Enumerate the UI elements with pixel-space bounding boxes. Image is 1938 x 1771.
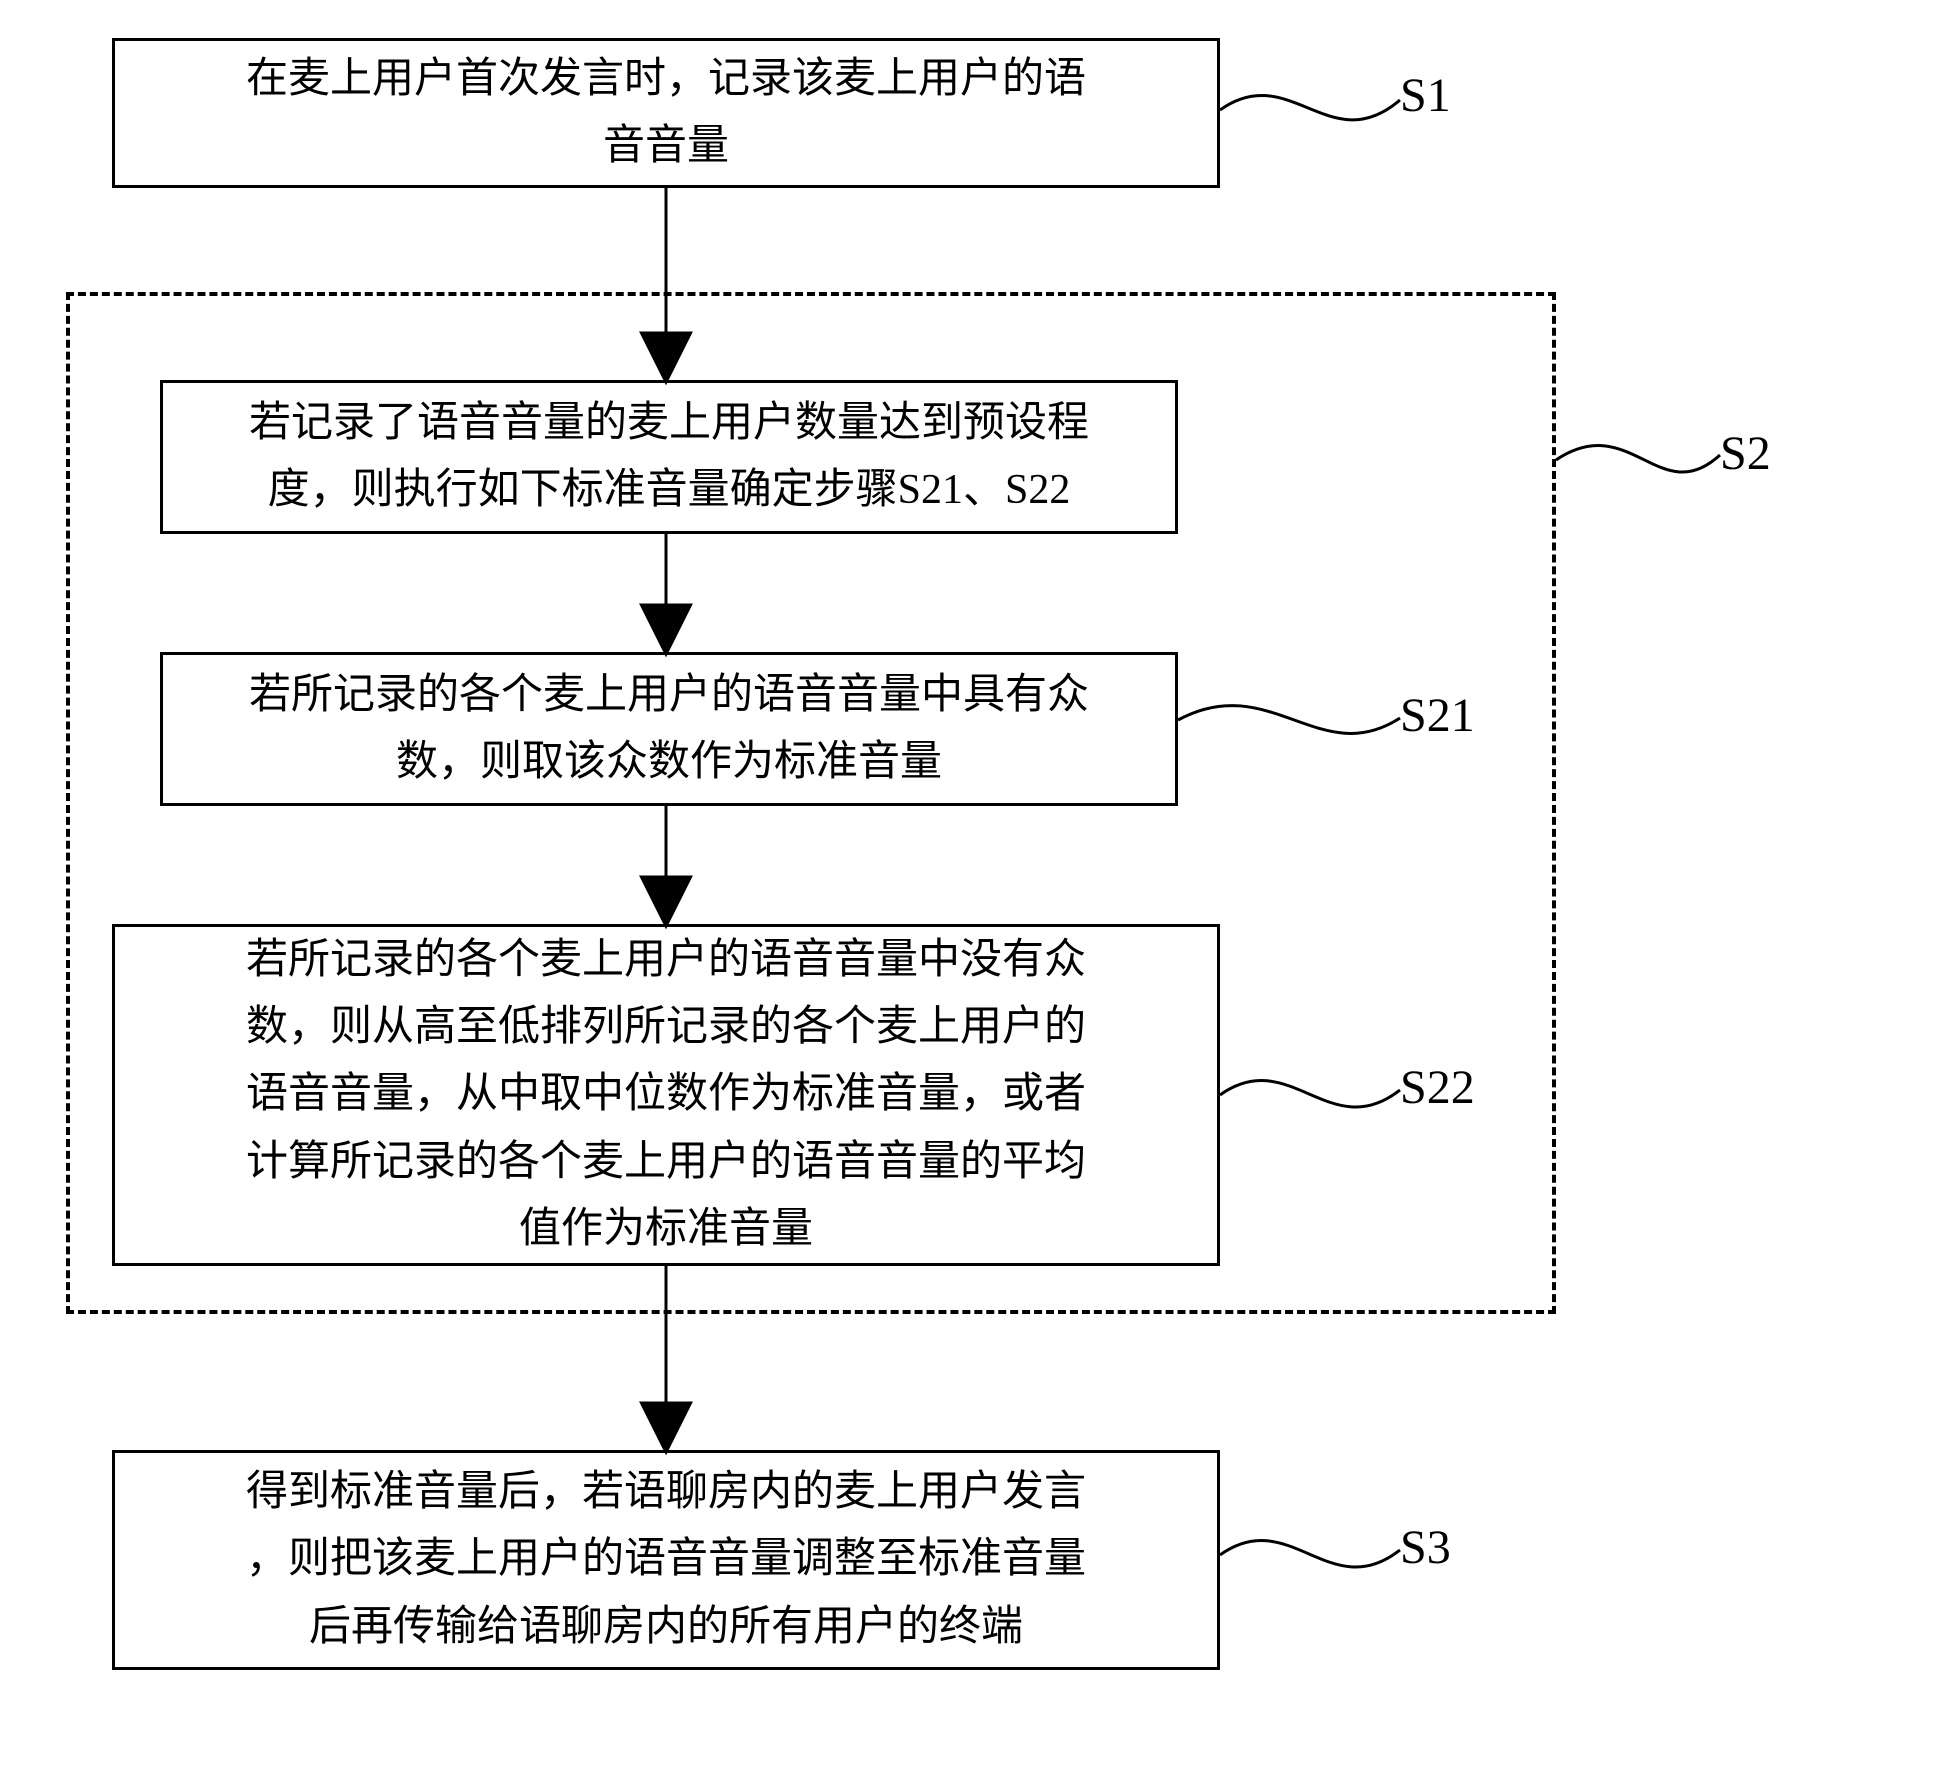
label-connector-2 bbox=[1178, 706, 1400, 734]
label-connector-0 bbox=[1220, 95, 1400, 119]
arrows-layer bbox=[0, 0, 1938, 1771]
flowchart-canvas: 在麦上用户首次发言时，记录该麦上用户的语 音音量若记录了语音音量的麦上用户数量达… bbox=[0, 0, 1938, 1771]
label-connector-4 bbox=[1220, 1541, 1400, 1568]
label-connector-3 bbox=[1220, 1081, 1400, 1108]
label-connector-1 bbox=[1556, 446, 1720, 473]
